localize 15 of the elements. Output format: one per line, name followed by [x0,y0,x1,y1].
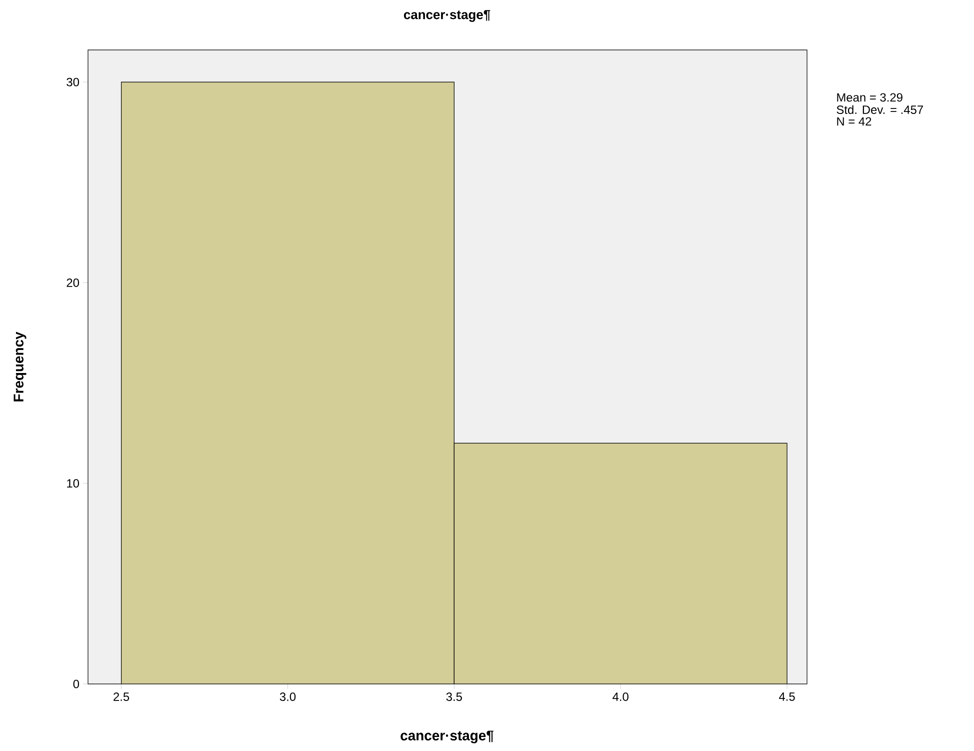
x-tick-label: 4.5 [779,692,795,701]
chart-title: cancer·stage¶ [404,10,490,22]
y-tick-label: 10 [67,479,80,488]
y-axis-title: Frequency [14,332,26,402]
y-tick-label: 0 [73,680,80,688]
x-axis-title: cancer·stage¶ [400,730,494,744]
text: Std. Dev. = .457 [836,105,923,114]
text: Mean = 3.29 [837,93,902,102]
y-tick-label: 20 [66,278,80,287]
text: N = 42 [837,117,872,126]
x-tick-label: 3.5 [446,692,462,701]
x-tick-label: 3.0 [280,692,296,701]
x-tick-label: 2.5 [114,692,130,701]
x-tick-label: 4.0 [612,692,628,701]
y-tick-label: 30 [66,78,80,86]
